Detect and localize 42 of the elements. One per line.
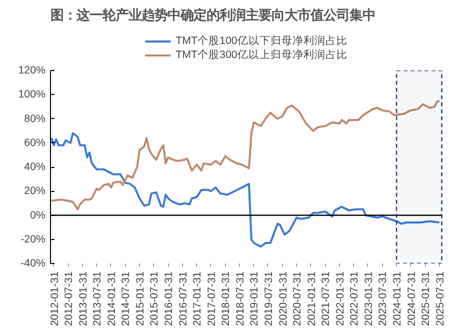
x-tick-label: 2012-01-31: [48, 271, 61, 326]
line-series: [50, 132, 440, 248]
x-tick-label: 2022-01-31: [334, 271, 346, 326]
x-tick-label: 2017-01-31: [192, 271, 204, 326]
x-tick-label: 2025-01-31: [420, 271, 432, 326]
y-tick-label: 80%: [24, 112, 46, 125]
x-tick-label: 2019-07-31: [262, 271, 275, 326]
x-tick-label: 2017-07-31: [206, 271, 218, 326]
legend-label: TMT个股300亿以上归母净利润占比: [176, 48, 348, 62]
legend-label: TMT个股100亿以下归母净利润占比: [176, 34, 348, 48]
y-tick-label: 60%: [24, 136, 46, 149]
x-tick-label: 2013-07-31: [92, 271, 104, 326]
x-tick-label: 2022-07-31: [348, 271, 361, 326]
x-tick-label: 2018-01-31: [220, 271, 232, 326]
x-tick-label: 2021-07-31: [320, 271, 332, 326]
x-tick-label: 2020-01-31: [277, 271, 290, 326]
x-tick-label: 2020-07-31: [292, 271, 304, 326]
x-tick-label: 2014-01-31: [106, 271, 118, 326]
y-tick-label: 120%: [18, 64, 46, 76]
x-tick-label: 2023-07-31: [377, 271, 390, 326]
line-series: [50, 100, 440, 210]
y-tick-label: 40%: [24, 161, 46, 173]
x-tick-label: 2024-01-31: [392, 271, 404, 326]
y-tick-label: -40%: [20, 258, 46, 270]
x-tick-label: 2013-01-31: [77, 271, 90, 326]
y-tick-label: 0%: [30, 209, 46, 222]
x-tick-label: 2012-07-31: [63, 271, 76, 326]
x-tick-label: 2018-07-31: [234, 271, 246, 326]
x-tick-label: 2023-01-31: [362, 271, 375, 326]
y-tick-label: 20%: [24, 185, 46, 198]
y-tick-label: 100%: [18, 88, 46, 101]
x-tick-label: 2024-07-31: [406, 271, 418, 326]
x-tick-label: 2015-01-31: [134, 271, 146, 326]
chart-title: 图：这一轮产业趋势中确定的利润主要向大市值公司集中: [50, 8, 376, 22]
x-tick-label: 2016-07-31: [177, 271, 190, 326]
x-tick-label: 2025-07-31: [434, 271, 446, 326]
x-tick-label: 2019-01-31: [248, 271, 261, 326]
x-tick-label: 2014-07-31: [120, 271, 132, 326]
x-tick-label: 2021-01-31: [306, 271, 318, 326]
y-tick-label: -20%: [20, 233, 46, 246]
x-tick-label: 2015-07-31: [148, 271, 161, 326]
x-tick-label: 2016-01-31: [163, 271, 176, 326]
